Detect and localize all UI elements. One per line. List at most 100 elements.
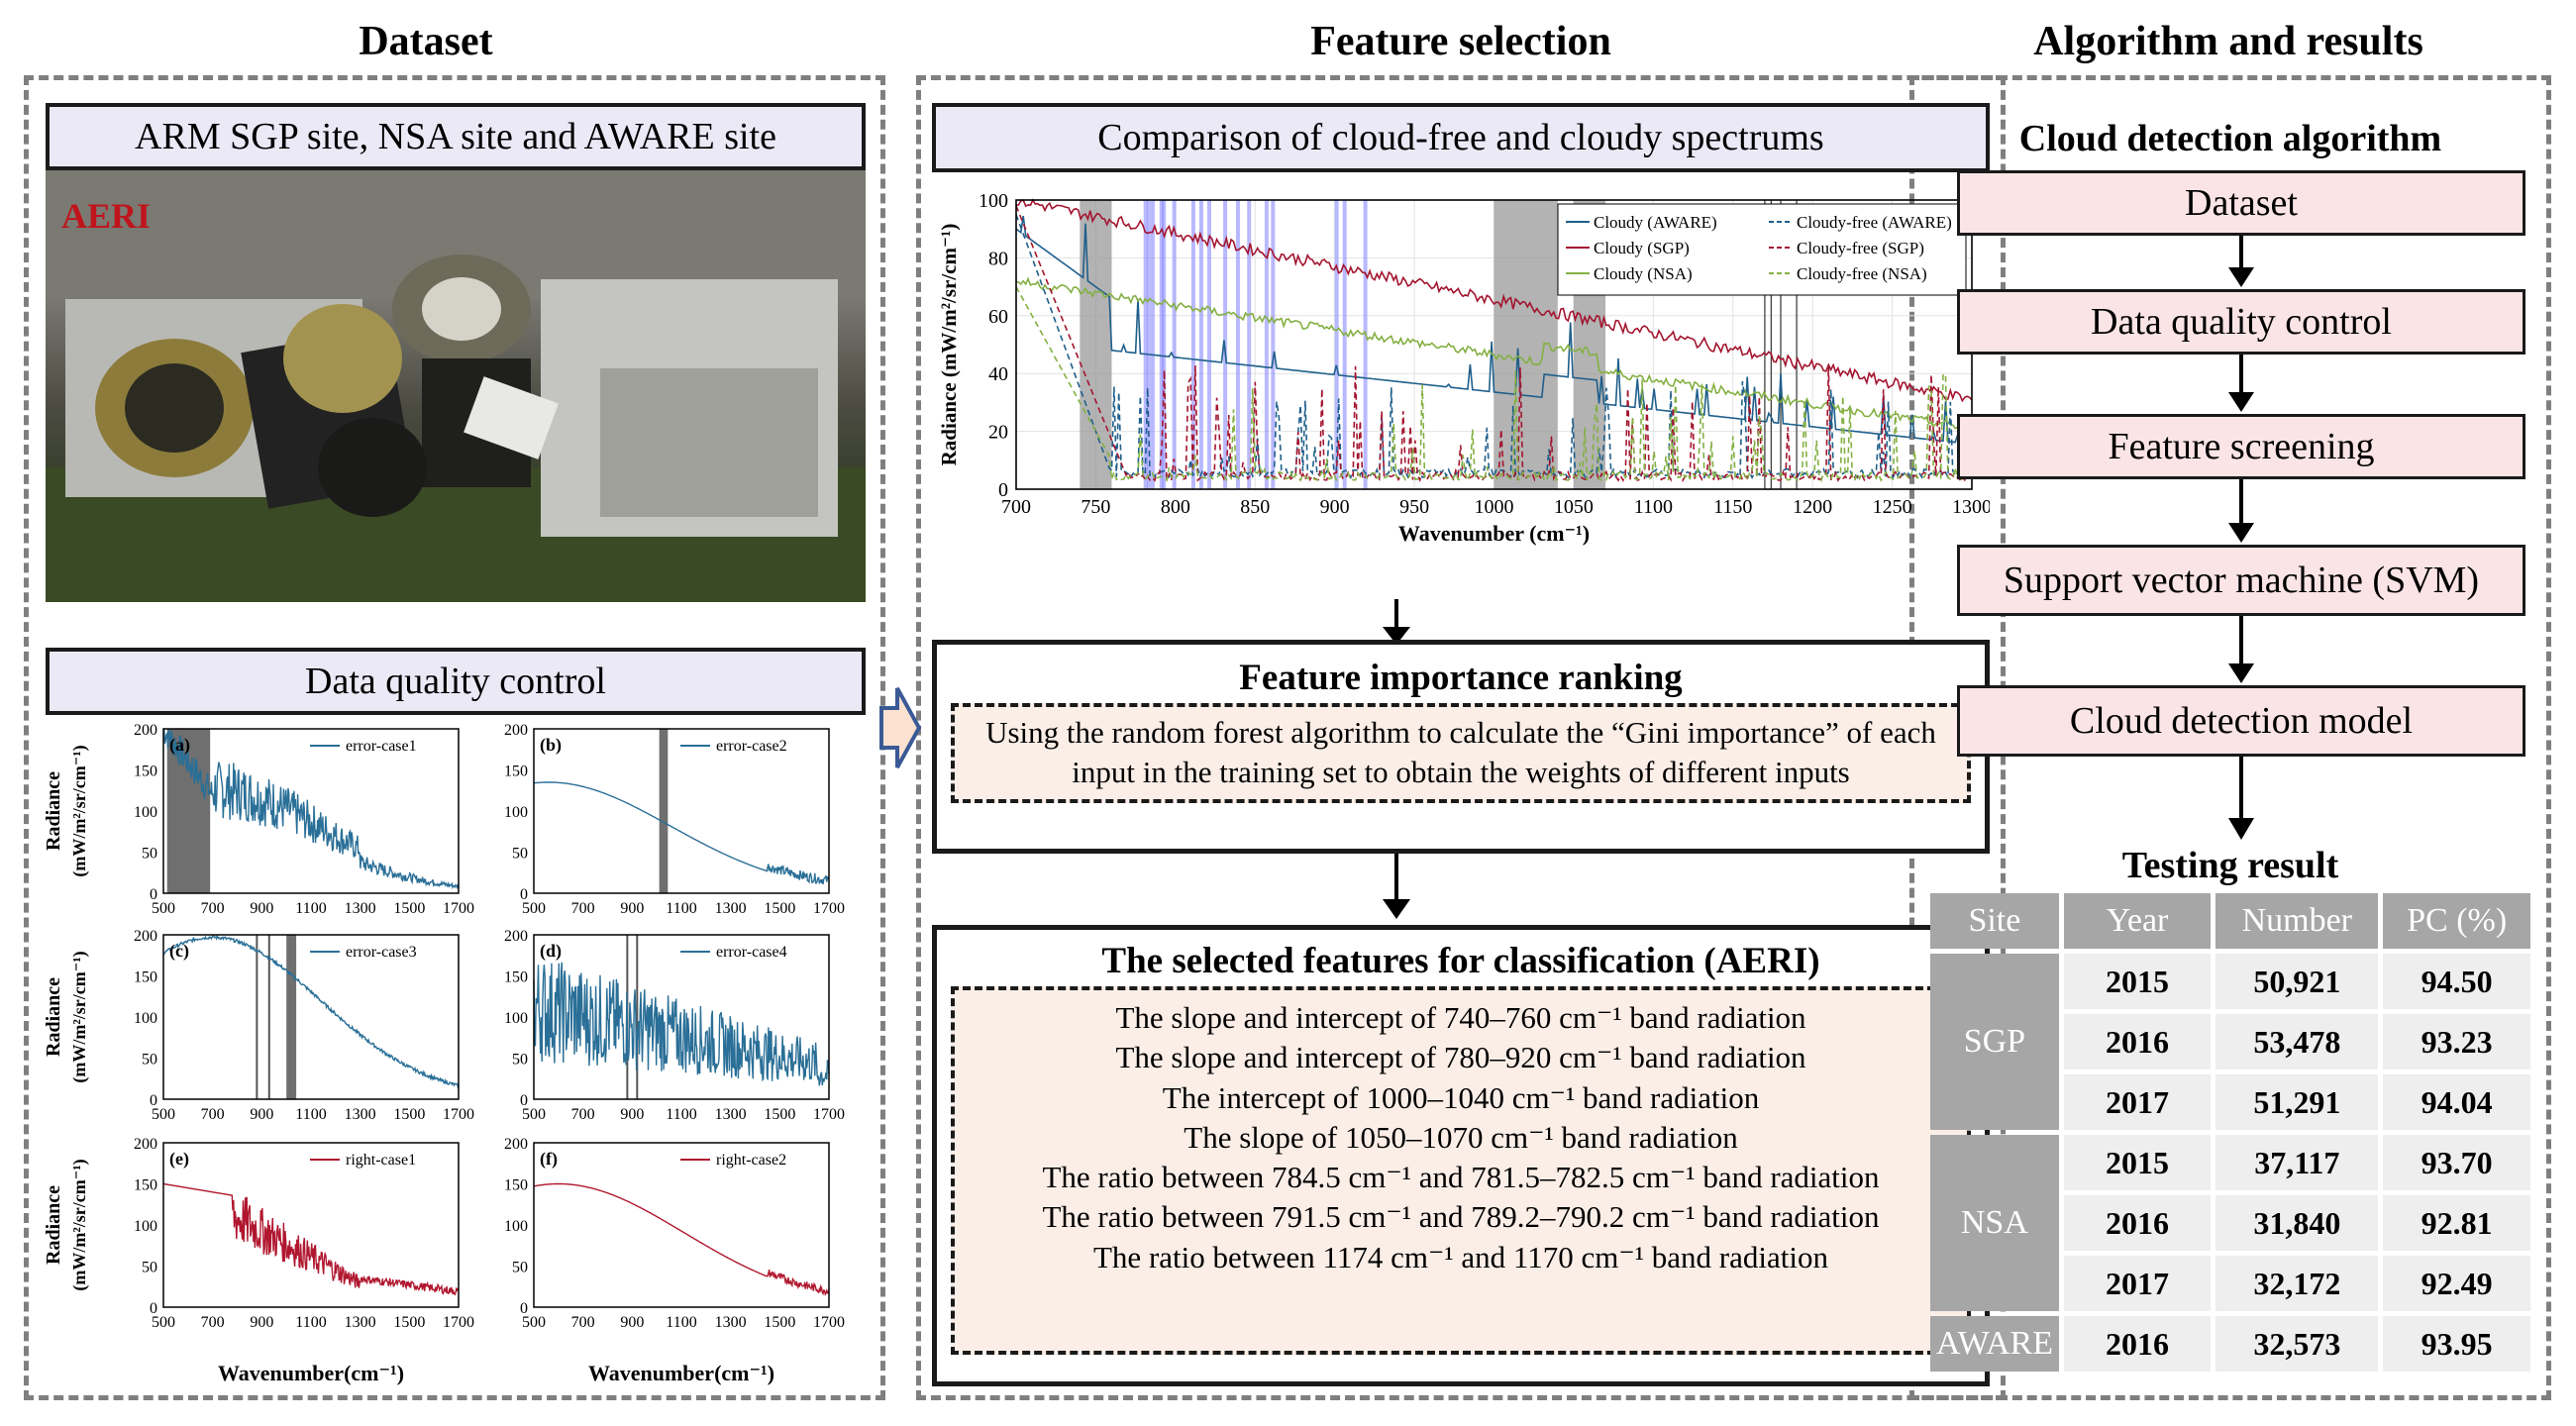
x-tick-label: 750 — [1081, 496, 1110, 518]
feature-band-blue — [1247, 200, 1252, 489]
table-cell: 93.23 — [2383, 1014, 2530, 1070]
feature-importance-box: Feature importance ranking Using the ran… — [932, 640, 1990, 854]
qc-y-tick: 50 — [142, 1260, 157, 1276]
qc-y-label-units: (mW/m²/sr/cm⁻¹) — [69, 745, 90, 876]
table-site-cell: SGP — [1930, 954, 2059, 1130]
qc-x-tick: 1700 — [443, 1106, 474, 1123]
table-cell: 2016 — [2063, 1195, 2212, 1251]
table-cell: 2015 — [2063, 1135, 2212, 1190]
table-header-3: PC (%) — [2383, 893, 2530, 949]
feature-band-blue — [1143, 200, 1148, 489]
qc-x-tick: 900 — [250, 900, 273, 917]
qc-y-tick: 0 — [520, 1300, 528, 1317]
algorithm-column-title: Algorithm and results — [2033, 19, 2423, 64]
panel-arrow-1 — [879, 687, 922, 768]
table-cell: 93.70 — [2383, 1135, 2530, 1190]
feature-band-blue — [1363, 200, 1368, 489]
qc-band — [286, 935, 297, 1099]
selected-feature-item: The ratio between 791.5 cm⁻¹ and 789.2–7… — [1042, 1199, 1880, 1235]
feature-column-title: Feature selection — [1310, 19, 1611, 64]
qc-y-tick: 50 — [512, 846, 528, 863]
qc-y-tick: 0 — [150, 886, 157, 903]
feature-importance-text: Using the random forest algorithm to cal… — [951, 703, 1971, 803]
qc-y-tick: 150 — [134, 1177, 157, 1194]
qc-y-tick: 50 — [142, 846, 157, 863]
qc-x-tick: 1700 — [813, 900, 845, 917]
y-tick-label: 100 — [979, 190, 1008, 212]
selected-features-title: The selected features for classification… — [1101, 941, 1820, 981]
qc-y-tick: 150 — [134, 764, 157, 780]
qc-frame — [162, 1142, 460, 1308]
table-cell: 2017 — [2063, 1256, 2212, 1311]
table-cell: 92.49 — [2383, 1256, 2530, 1311]
qc-frame — [533, 1142, 830, 1308]
qc-panel-tag: (c) — [169, 941, 189, 962]
comparison-label: Comparison of cloud-free and cloudy spec… — [932, 103, 1990, 172]
algorithm-title: Cloud detection algorithm — [2018, 118, 2442, 159]
qc-y-tick: 200 — [134, 928, 157, 945]
feature-band-blue — [1271, 200, 1276, 489]
qc-x-tick: 1300 — [715, 1106, 747, 1123]
selected-feature-item: The intercept of 1000–1040 cm⁻¹ band rad… — [1162, 1079, 1760, 1115]
qc-y-tick: 150 — [504, 1177, 528, 1194]
selected-feature-item: The ratio between 1174 cm⁻¹ and 1170 cm⁻… — [1093, 1239, 1828, 1274]
qc-y-label: Radiance — [43, 771, 64, 851]
selected-feature-item: The slope and intercept of 740–760 cm⁻¹ … — [1115, 1000, 1806, 1035]
qc-x-tick: 500 — [522, 1106, 546, 1123]
table-cell: 94.50 — [2383, 954, 2530, 1009]
qc-y-tick: 50 — [512, 1052, 528, 1069]
qc-x-label: Wavenumber(cm⁻¹) — [588, 1361, 774, 1385]
feature-band-blue — [1190, 200, 1195, 489]
table-cell: 94.04 — [2383, 1074, 2530, 1130]
feature-band-blue — [1159, 200, 1164, 489]
qc-x-tick: 1500 — [393, 1314, 425, 1331]
qc-x-tick: 500 — [152, 1314, 175, 1331]
qc-x-tick: 900 — [620, 900, 644, 917]
qc-x-tick: 1300 — [345, 900, 376, 917]
table-cell: 50,921 — [2215, 954, 2379, 1009]
qc-legend-label: error-case4 — [716, 944, 787, 961]
qc-x-tick: 1100 — [666, 1106, 696, 1123]
table-cell: 51,291 — [2215, 1074, 2379, 1130]
series-cloudy-sgp — [1015, 198, 1973, 403]
qc-x-tick: 1100 — [295, 900, 326, 917]
series-clear-sgp — [1015, 205, 1973, 483]
aeri-instrument-image: AERI — [46, 170, 866, 602]
x-tick-label: 1000 — [1475, 496, 1514, 518]
sites-label: ARM SGP site, NSA site and AWARE site — [46, 103, 866, 170]
step-dataset: Dataset — [1957, 170, 2525, 236]
feature-band-blue — [1264, 200, 1269, 489]
step-arrow-1 — [2228, 236, 2254, 287]
qc-legend-label: right-case1 — [346, 1152, 416, 1169]
feature-band-blue — [1207, 200, 1211, 489]
qc-x-tick: 1300 — [345, 1106, 376, 1123]
qc-y-tick: 200 — [504, 928, 528, 945]
x-tick-label: 1050 — [1554, 496, 1594, 518]
series-cloudy-aware — [1015, 215, 1973, 446]
table-site-cell: NSA — [1930, 1135, 2059, 1311]
legend-label: Cloudy-free (AWARE) — [1797, 213, 1952, 232]
table-cell: 53,478 — [2215, 1014, 2379, 1070]
qc-x-tick: 700 — [571, 1106, 595, 1123]
step-arrow-2 — [2228, 355, 2254, 412]
table-row: 2016 53,478 93.23 — [1930, 1014, 2530, 1070]
qc-y-tick: 150 — [504, 764, 528, 780]
qc-x-tick: 1500 — [393, 900, 425, 917]
feature-band-blue — [1334, 200, 1339, 489]
feature-band-blue — [1162, 200, 1167, 489]
table-row: AWARE 2016 32,573 93.95 — [1930, 1316, 2530, 1372]
qc-y-tick: 150 — [504, 969, 528, 986]
step-feature-screening: Feature screening — [1957, 414, 2525, 479]
qc-x-tick: 1500 — [393, 1106, 425, 1123]
x-tick-label: 700 — [1001, 496, 1031, 518]
qc-x-tick: 1300 — [715, 900, 747, 917]
qc-y-tick: 50 — [142, 1052, 157, 1069]
table-header-1: Year — [2063, 893, 2212, 949]
qc-x-tick: 900 — [250, 1106, 273, 1123]
qc-x-tick: 700 — [571, 1314, 595, 1331]
x-tick-label: 950 — [1399, 496, 1429, 518]
